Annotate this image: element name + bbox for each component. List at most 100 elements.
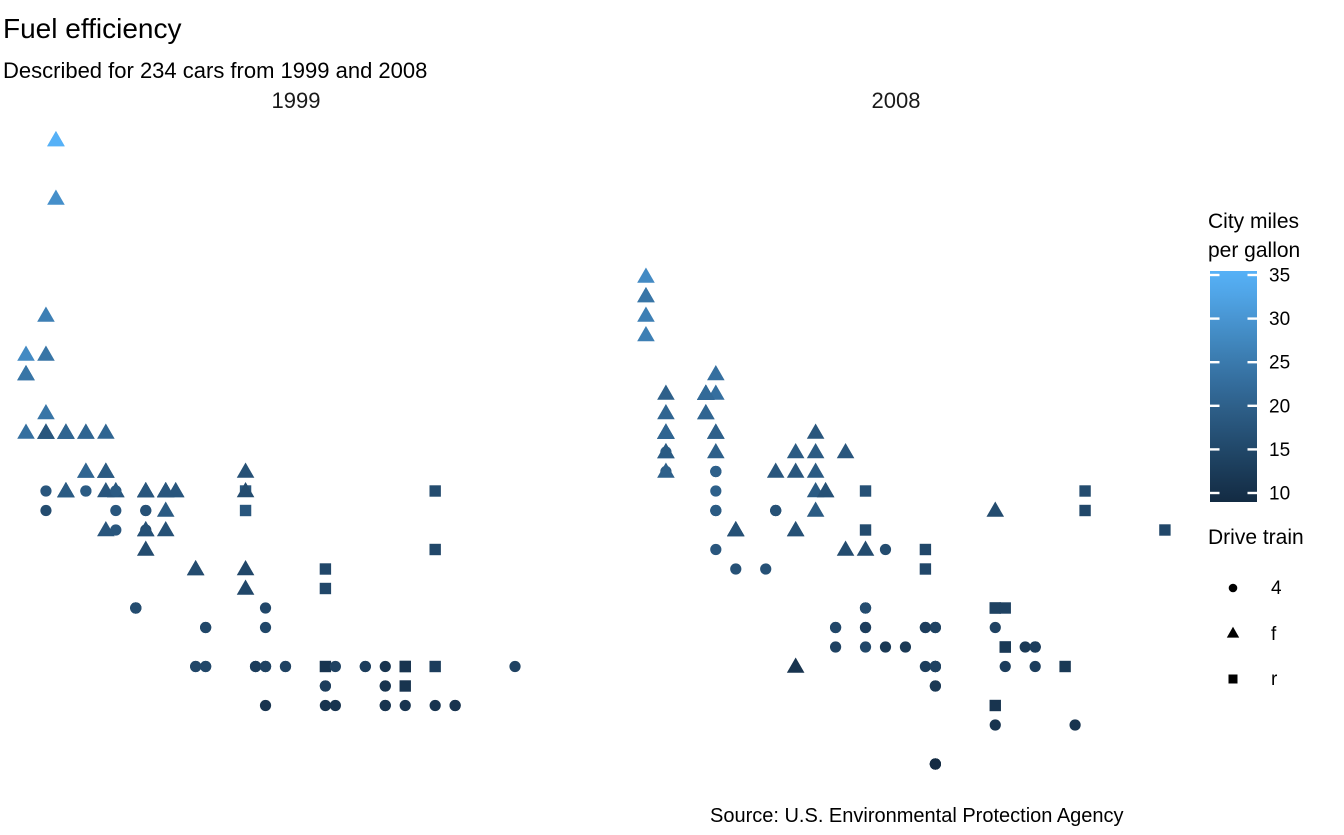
data-point — [919, 563, 932, 575]
data-point — [637, 267, 655, 283]
data-point — [80, 485, 92, 497]
data-point — [1079, 485, 1091, 497]
data-point — [110, 524, 122, 536]
color-legend-title-line2: per gallon — [1208, 239, 1300, 262]
legend-triangle-icon — [1226, 626, 1240, 638]
data-point — [986, 501, 1005, 517]
data-point — [449, 699, 461, 712]
data-point — [259, 660, 272, 673]
data-point — [999, 602, 1011, 614]
data-point — [77, 462, 95, 478]
data-point — [919, 543, 932, 556]
data-point — [379, 699, 391, 712]
data-point — [57, 482, 75, 498]
data-point — [879, 641, 892, 653]
data-point — [637, 326, 655, 342]
shape-legend-label-4: 4 — [1271, 578, 1282, 599]
data-point — [40, 504, 52, 517]
data-point — [429, 660, 441, 673]
data-point — [786, 462, 805, 478]
data-point — [766, 462, 785, 478]
data-point — [97, 521, 115, 537]
data-point — [929, 621, 941, 634]
facet-label-1999: 1999 — [272, 88, 321, 113]
data-point — [806, 501, 825, 517]
source-caption: Source: U.S. Environmental Protection Ag… — [710, 805, 1124, 827]
data-point — [17, 423, 35, 439]
chart-title: Fuel efficiency — [3, 13, 181, 44]
data-point — [1159, 524, 1171, 536]
data-point — [379, 660, 391, 673]
data-point — [657, 443, 675, 459]
data-point — [989, 719, 1001, 731]
data-point — [259, 621, 272, 634]
data-point — [200, 660, 212, 673]
data-point — [770, 504, 782, 517]
panel-1999 — [17, 131, 521, 712]
data-point — [37, 345, 55, 361]
data-point — [359, 660, 371, 673]
data-point — [726, 521, 745, 537]
colorbar — [1210, 271, 1257, 502]
data-point — [836, 443, 855, 459]
data-point — [710, 485, 722, 497]
data-point — [190, 660, 202, 673]
data-point — [637, 287, 655, 303]
data-point — [37, 306, 55, 322]
data-point — [136, 521, 155, 537]
data-point — [236, 462, 255, 478]
data-point — [806, 423, 825, 439]
data-point — [760, 563, 772, 575]
data-point — [657, 423, 675, 439]
data-point — [140, 504, 152, 517]
data-point — [806, 443, 825, 459]
colorbar-tick-labels: 35 30 25 20 15 10 — [1269, 266, 1290, 505]
colorbar-tick-label: 15 — [1269, 440, 1290, 461]
data-point — [239, 504, 252, 517]
data-point — [899, 641, 912, 653]
data-point — [856, 540, 875, 556]
data-point — [97, 423, 115, 439]
panel-2008 — [637, 267, 1171, 770]
data-point — [329, 699, 341, 712]
data-point — [77, 423, 95, 439]
color-legend-title-line1: City miles — [1208, 210, 1299, 233]
data-point — [429, 485, 441, 497]
data-point — [319, 660, 332, 673]
data-point — [836, 540, 855, 556]
data-point — [236, 579, 255, 595]
data-point — [57, 423, 75, 439]
data-point — [200, 621, 212, 634]
data-point — [17, 365, 35, 381]
data-point — [130, 602, 142, 614]
data-point — [40, 485, 52, 497]
data-point — [156, 482, 175, 498]
data-point — [929, 680, 941, 692]
data-point — [999, 641, 1011, 653]
data-point — [17, 345, 35, 361]
data-point — [1059, 660, 1071, 673]
data-point — [399, 699, 411, 712]
data-point — [259, 699, 272, 712]
colorbar-tick-label: 20 — [1269, 396, 1290, 417]
legend-square-icon — [1228, 674, 1238, 684]
data-point — [710, 504, 722, 517]
data-point — [47, 189, 65, 205]
data-point — [1069, 719, 1081, 731]
data-point — [186, 560, 205, 576]
data-point — [379, 680, 391, 692]
color-legend: City miles per gallon 35 30 25 20 15 10 — [1208, 210, 1300, 505]
shape-legend: Drive train 4 f r — [1208, 526, 1304, 690]
data-point — [816, 482, 835, 498]
colorbar-tick-label: 25 — [1269, 353, 1290, 374]
shape-legend-label-f: f — [1271, 624, 1277, 645]
shape-legend-label-r: r — [1271, 669, 1278, 690]
legend-circle-icon — [1228, 583, 1238, 593]
data-point — [97, 462, 115, 478]
data-point — [259, 602, 272, 614]
data-point — [710, 543, 722, 556]
data-point — [329, 660, 341, 673]
data-point — [319, 699, 331, 712]
data-point — [929, 758, 941, 770]
colorbar-ticks — [1210, 273, 1257, 495]
